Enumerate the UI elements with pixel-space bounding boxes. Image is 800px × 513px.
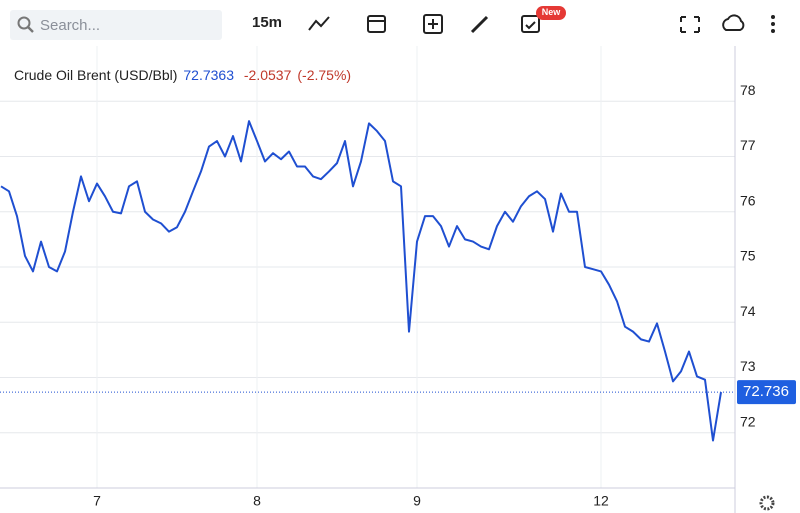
search-placeholder: Search...	[40, 17, 101, 34]
last-value: 72.7363	[183, 67, 234, 83]
x-tick-label: 12	[593, 493, 609, 509]
y-tick-label: 75	[740, 248, 756, 264]
y-tick-label: 74	[740, 303, 756, 319]
x-tick-label: 8	[253, 493, 261, 509]
y-tick-label: 76	[740, 192, 756, 208]
y-tick-label: 77	[740, 137, 756, 153]
x-tick-label: 7	[93, 493, 101, 509]
price-line	[0, 120, 722, 442]
new-badge-text: New	[541, 7, 561, 17]
change-value: -2.0537	[243, 67, 292, 83]
last-price-label: 72.736	[743, 383, 789, 400]
settings-icon[interactable]	[759, 495, 775, 511]
search-icon	[17, 16, 34, 33]
search-box[interactable]: Search...	[10, 10, 222, 40]
last-price-tag	[737, 380, 796, 405]
x-tick-label: 9	[413, 493, 421, 509]
y-tick-label: 78	[740, 82, 756, 98]
change-percent: (-2.75%)	[297, 67, 352, 83]
y-tick-label: 72	[740, 413, 756, 429]
legend: Crude Oil Brent (USD/Bbl) 72.7363 -2.0537…	[14, 67, 357, 83]
instrument-title: Crude Oil Brent (USD/Bbl)	[14, 67, 178, 83]
y-tick-label: 73	[740, 358, 756, 374]
interval-button[interactable]: 15m	[252, 14, 283, 31]
